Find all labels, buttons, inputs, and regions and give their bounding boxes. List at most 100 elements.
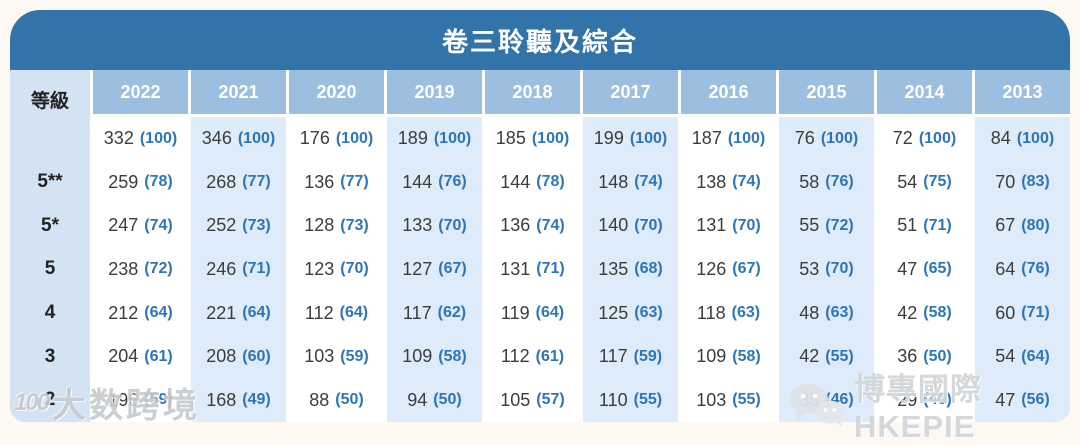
candidate-count: 84	[990, 128, 1011, 149]
result-cell: 60 (71)	[972, 291, 1070, 335]
result-cell: 103 (55)	[678, 378, 776, 422]
results-card: 卷三聆聽及綜合 等級 2022 2021 2020 2019 2018 2017 2016 20…	[10, 10, 1070, 422]
cumulative-percent: (55)	[825, 347, 854, 365]
cumulative-percent: (49)	[242, 391, 271, 409]
cumulative-percent: (70)	[438, 216, 467, 234]
cumulative-percent: (58)	[923, 304, 952, 322]
result-cell: 208 (60)	[188, 334, 286, 379]
candidate-count: 128	[304, 215, 335, 236]
cumulative-percent: (74)	[536, 216, 565, 234]
result-cell: 247 (74)	[90, 204, 188, 248]
candidate-count: 42	[897, 302, 918, 323]
result-cell: 144 (76)	[384, 160, 482, 205]
cumulative-percent: (65)	[923, 260, 952, 278]
result-cell: 268 (77)	[188, 160, 286, 205]
candidate-count: 332	[103, 128, 134, 149]
result-cell: 238 (72)	[90, 247, 188, 292]
grade-label: 5	[10, 247, 90, 292]
result-cell: 144 (78)	[482, 160, 580, 205]
result-cell: 103 (59)	[286, 334, 384, 379]
cumulative-percent: (73)	[242, 216, 271, 234]
cumulative-percent: (73)	[340, 216, 369, 234]
result-cell: 221 (64)	[188, 291, 286, 335]
candidate-count: 346	[201, 128, 232, 149]
candidate-count: 185	[495, 128, 526, 149]
candidate-count: 196	[108, 389, 139, 410]
result-cell: 212 (64)	[90, 291, 188, 335]
cumulative-percent: (77)	[340, 173, 369, 191]
result-cell: 58 (76)	[776, 160, 874, 205]
cumulative-percent: (50)	[335, 391, 364, 409]
candidate-count: 109	[402, 346, 433, 367]
result-cell: 138 (74)	[678, 160, 776, 205]
year-header: 2015	[776, 70, 874, 117]
candidate-count: 247	[108, 215, 139, 236]
cumulative-percent: (78)	[144, 173, 173, 191]
cumulative-percent: (46)	[825, 391, 854, 409]
candidate-count: 135	[598, 258, 629, 279]
result-cell: 42 (58)	[874, 291, 972, 335]
result-cell: 105 (57)	[482, 378, 580, 422]
result-cell: 168 (49)	[188, 378, 286, 422]
result-cell: 176 (100)	[286, 117, 384, 161]
result-cell: 84 (100)	[972, 117, 1070, 161]
cumulative-percent: (76)	[1021, 260, 1050, 278]
cumulative-percent: (70)	[634, 216, 663, 234]
result-cell: 131 (71)	[482, 247, 580, 292]
cumulative-percent: (64)	[1021, 347, 1050, 365]
cumulative-percent: (100)	[1016, 129, 1055, 147]
result-cell: 35 (46)	[776, 378, 874, 422]
candidate-count: 47	[995, 389, 1016, 410]
result-cell: 118 (63)	[678, 291, 776, 335]
candidate-count: 36	[897, 346, 918, 367]
cumulative-percent: (72)	[144, 260, 173, 278]
year-header: 2017	[580, 70, 678, 117]
cumulative-percent: (100)	[918, 129, 957, 147]
candidate-count: 42	[799, 346, 820, 367]
candidate-count: 55	[799, 215, 820, 236]
cumulative-percent: (61)	[535, 347, 565, 365]
candidate-count: 88	[309, 389, 330, 410]
candidate-count: 70	[995, 171, 1016, 192]
cumulative-percent: (70)	[340, 260, 369, 278]
candidate-count: 199	[593, 128, 624, 149]
cumulative-percent: (67)	[732, 260, 761, 278]
cumulative-percent: (59)	[144, 391, 173, 409]
year-header: 2018	[482, 70, 580, 117]
result-cell: 133 (70)	[384, 204, 482, 248]
cumulative-percent: (100)	[629, 129, 668, 147]
grade-label: 5*	[10, 204, 90, 248]
result-cell: 140 (70)	[580, 204, 678, 248]
candidate-count: 246	[206, 258, 237, 279]
result-cell: 119 (64)	[482, 291, 580, 335]
result-cell: 112 (61)	[482, 334, 580, 379]
candidate-count: 144	[402, 171, 433, 192]
cumulative-percent: (64)	[144, 304, 173, 322]
cumulative-percent: (63)	[731, 304, 761, 322]
candidate-count: 29	[897, 389, 918, 410]
candidate-count: 105	[500, 389, 531, 410]
result-cell: 51 (71)	[874, 204, 972, 248]
year-header: 2014	[874, 70, 972, 117]
result-cell: 110 (55)	[580, 378, 678, 422]
candidate-count: 144	[500, 171, 531, 192]
result-cell: 128 (73)	[286, 204, 384, 248]
cumulative-percent: (75)	[923, 173, 952, 191]
candidate-count: 109	[696, 346, 727, 367]
candidate-count: 94	[407, 389, 428, 410]
result-cell: 259 (78)	[90, 160, 188, 205]
result-cell: 126 (67)	[678, 247, 776, 292]
cumulative-percent: (78)	[536, 173, 565, 191]
candidate-count: 103	[304, 346, 335, 367]
result-cell: 48 (63)	[776, 291, 874, 335]
candidate-count: 221	[206, 302, 237, 323]
result-cell: 47 (65)	[874, 247, 972, 292]
result-cell: 131 (70)	[678, 204, 776, 248]
cumulative-percent: (55)	[633, 391, 663, 409]
candidate-count: 148	[598, 171, 629, 192]
result-cell: 70 (83)	[972, 160, 1070, 205]
result-cell: 346 (100)	[188, 117, 286, 161]
result-cell: 136 (77)	[286, 160, 384, 205]
grade-label: 2	[10, 378, 90, 422]
cumulative-percent: (71)	[242, 260, 271, 278]
